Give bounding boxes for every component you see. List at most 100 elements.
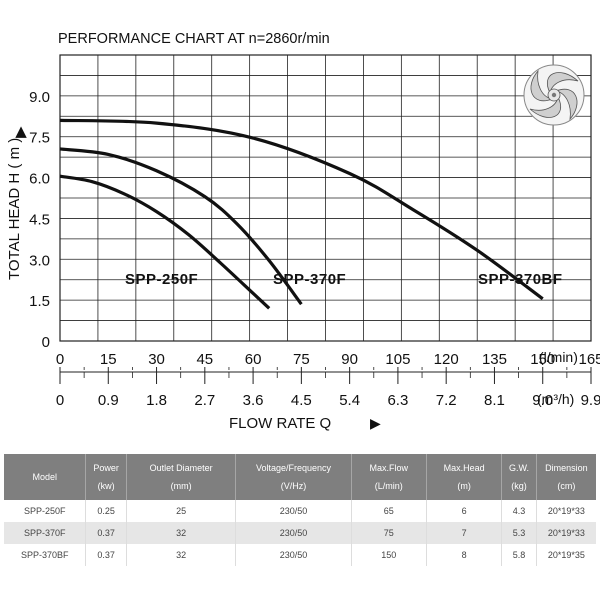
header-unit: (mm) <box>170 481 192 491</box>
table-header-cell: Dimension (cm) <box>536 454 596 500</box>
table-cell: SPP-370BF <box>4 544 87 566</box>
header-label: Outlet Diameter <box>149 463 213 473</box>
table-header-cell: Outlet Diameter (mm) <box>126 454 237 500</box>
table-cell: 230/50 <box>235 544 352 566</box>
x-tick-label: 8.1 <box>484 392 505 409</box>
table-header-cell: Power (kw) <box>85 454 127 500</box>
x-tick-label: 0.9 <box>98 392 119 409</box>
x-tick-label: 150 <box>530 351 555 368</box>
x-tick-label: 60 <box>245 351 262 368</box>
table-cell: 0.37 <box>85 522 127 544</box>
x-tick-label: 3.6 <box>243 392 264 409</box>
x-tick-label: 15 <box>100 351 117 368</box>
table-row: SPP-250F 0.25 25 230/50 65 6 4.3 20*19*33 <box>4 500 596 522</box>
x-axis-label: FLOW RATE Q <box>229 415 331 432</box>
x-tick-label: 4.5 <box>291 392 312 409</box>
header-label: Model <box>32 472 57 482</box>
y-tick-label: 1.5 <box>29 293 50 310</box>
x-tick-label: 5.4 <box>339 392 360 409</box>
x-tick-label: 120 <box>434 351 459 368</box>
table-header-cell: Max.Head (m) <box>426 454 503 500</box>
table-header-cell: Max.Flow (L/min) <box>351 454 427 500</box>
x-tick-label: 9.0 <box>532 392 553 409</box>
series-line-spp-370f <box>59 147 303 306</box>
table-cell: 8 <box>426 544 503 566</box>
table-cell: 20*19*33 <box>536 522 596 544</box>
table-cell: SPP-370F <box>4 522 87 544</box>
table-cell: 75 <box>351 522 427 544</box>
x-tick-label: 9.9 <box>581 392 600 409</box>
spec-table: Model Power (kw) Outlet Diameter (mm) Voltage… <box>4 454 596 566</box>
x-axis-m3h: 0 0.9 1.8 2.7 3.6 4.5 5.4 6.3 7.2 8.1 9.0 9.9 <box>56 371 600 409</box>
header-unit: (L/min) <box>374 481 403 491</box>
chart-title: PERFORMANCE CHART AT n=2860r/min <box>58 31 330 47</box>
header-unit: (V/Hz) <box>280 481 307 491</box>
table-cell: 4.3 <box>501 500 537 522</box>
y-tick-label: 9.0 <box>29 89 50 106</box>
x-tick-label: 2.7 <box>194 392 215 409</box>
table-cell: 32 <box>126 544 237 566</box>
x-unit-lmin: (l/min) <box>539 349 578 365</box>
table-header-cell: Voltage/Frequency (V/Hz) <box>235 454 352 500</box>
performance-chart: PERFORMANCE CHART AT n=2860r/min 0 1.5 3.0… <box>6 31 600 432</box>
table-cell: 5.8 <box>501 544 537 566</box>
x-axis-arrow-icon: ▶ <box>370 416 381 432</box>
header-label: G.W. <box>509 463 530 473</box>
table-row: SPP-370F 0.37 32 230/50 75 7 5.3 20*19*33 <box>4 522 596 544</box>
y-tick-label: 4.5 <box>29 211 50 228</box>
plot-grid <box>59 54 592 342</box>
table-cell: 0.37 <box>85 544 127 566</box>
series-label: SPP-370F <box>273 271 346 288</box>
series-label: SPP-250F <box>125 271 198 288</box>
x-tick-label: 7.2 <box>436 392 457 409</box>
x-tick-label: 165 <box>578 351 600 368</box>
impeller-icon <box>523 64 585 126</box>
x-tick-label: 135 <box>482 351 507 368</box>
table-cell: 32 <box>126 522 237 544</box>
x-axis-lmin: 0 15 30 45 60 75 90 105 120 135 150 165 <box>56 351 600 372</box>
table-cell: 20*19*35 <box>536 544 596 566</box>
header-label: Power <box>93 463 119 473</box>
y-axis-arrow-icon: ▲ <box>15 122 27 140</box>
x-tick-label: 75 <box>293 351 310 368</box>
y-tick-label: 7.5 <box>29 130 50 147</box>
header-unit: (cm) <box>557 481 576 491</box>
y-axis: 0 1.5 3.0 4.5 6.0 7.5 9.0 <box>29 89 50 351</box>
x-tick-label: 30 <box>148 351 165 368</box>
header-label: Dimension <box>545 463 588 473</box>
table-cell: 230/50 <box>235 522 352 544</box>
table-header-cell: Model <box>4 454 87 500</box>
y-axis-label: TOTAL HEAD H ( m ) <box>6 138 23 280</box>
header-label: Max.Flow <box>369 463 409 473</box>
series-label: SPP-370BF <box>478 271 563 288</box>
x-unit-m3h: (m³/h) <box>537 391 574 407</box>
table-cell: 7 <box>426 522 503 544</box>
curves: SPP-250F SPP-370F SPP-370BF <box>59 118 563 310</box>
x-tick-label: 6.3 <box>387 392 408 409</box>
header-label: Max.Head <box>443 463 485 473</box>
x-tick-label: 90 <box>341 351 358 368</box>
x-tick-label: 0 <box>56 351 64 368</box>
table-cell: 150 <box>351 544 427 566</box>
y-tick-label: 0 <box>42 334 50 351</box>
table-header-cell: G.W. (kg) <box>501 454 537 500</box>
table-cell: 20*19*33 <box>536 500 596 522</box>
x-tick-label: 105 <box>385 351 410 368</box>
y-tick-label: 3.0 <box>29 252 50 269</box>
table-header-row: Model Power (kw) Outlet Diameter (mm) Voltage… <box>4 454 596 500</box>
x-tick-label: 1.8 <box>146 392 167 409</box>
table-cell: 0.25 <box>85 500 127 522</box>
x-tick-label: 0 <box>56 392 64 409</box>
table-cell: 25 <box>126 500 237 522</box>
header-unit: (kg) <box>511 481 527 491</box>
header-label: Voltage/Frequency <box>255 463 332 473</box>
series-line-spp-250f <box>59 174 271 310</box>
table-cell: SPP-250F <box>4 500 87 522</box>
series-line-spp-370bf <box>59 118 544 301</box>
y-tick-label: 6.0 <box>29 171 50 188</box>
header-unit: (kw) <box>97 481 115 491</box>
header-unit: (m) <box>457 481 471 491</box>
table-row: SPP-370BF 0.37 32 230/50 150 8 5.8 20*19*35 <box>4 544 596 566</box>
table-cell: 65 <box>351 500 427 522</box>
table-cell: 6 <box>426 500 503 522</box>
